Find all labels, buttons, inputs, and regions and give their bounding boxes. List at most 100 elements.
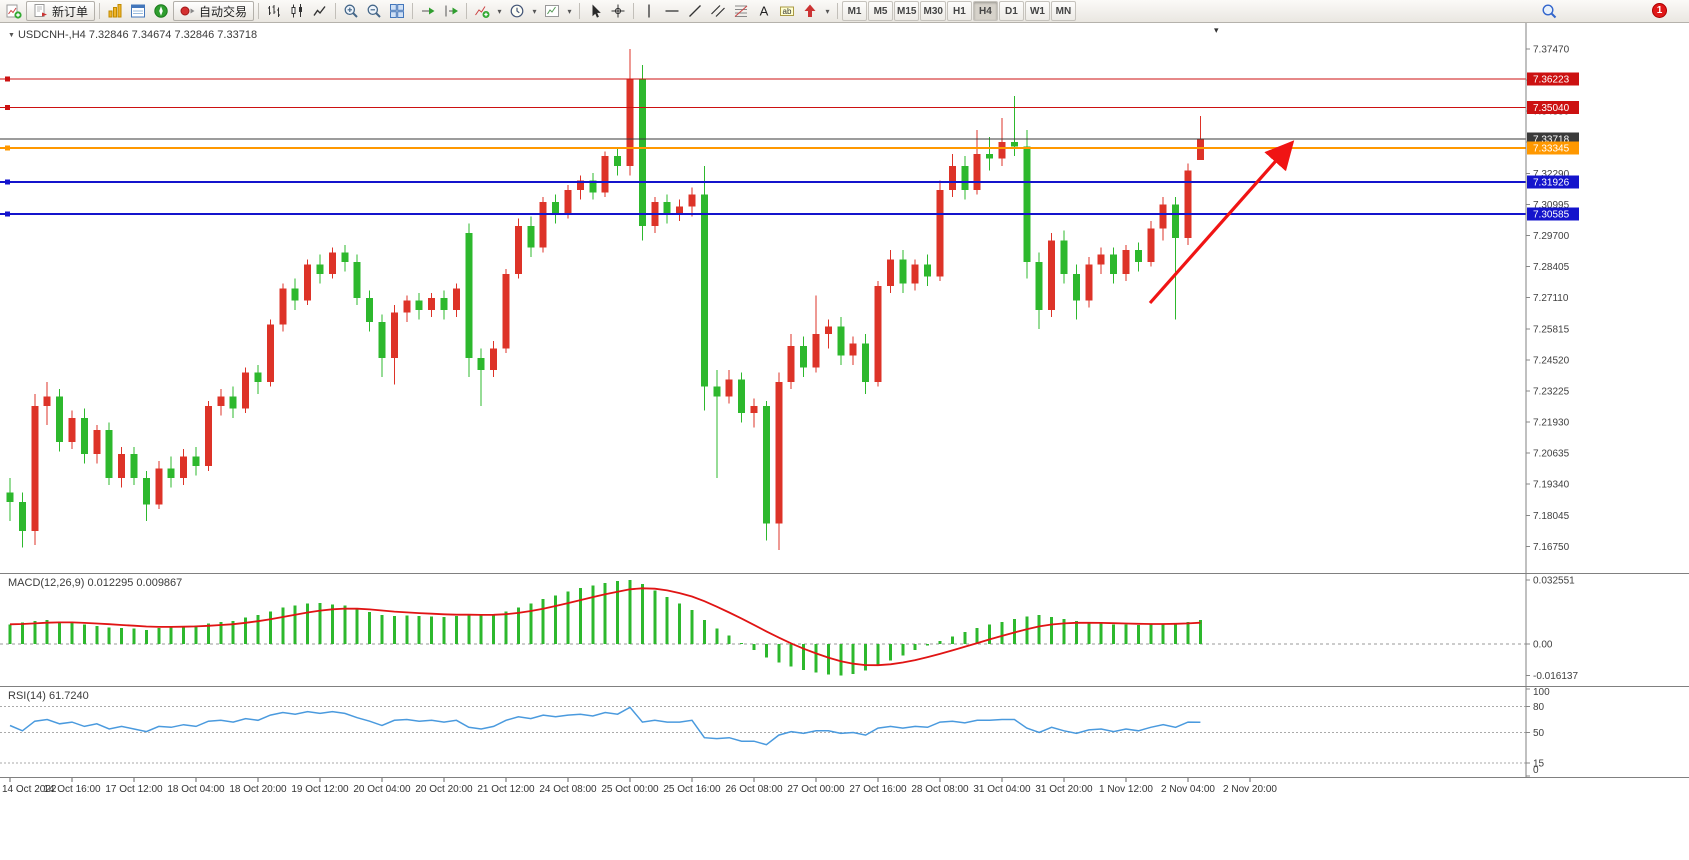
button-label: M5 — [873, 5, 888, 17]
toolbar-separator — [99, 3, 101, 19]
tf-h4-button[interactable]: H4 — [972, 1, 998, 21]
macd-signal-line — [9, 587, 1201, 667]
svg-text:2 Nov 20:00: 2 Nov 20:00 — [1223, 784, 1277, 795]
svg-text:100: 100 — [1533, 687, 1550, 698]
templates-dropdown[interactable]: ▾ — [567, 6, 572, 16]
text-tool-button[interactable]: A — [753, 1, 775, 21]
rsi-panel[interactable]: 100 80 50 150 — [0, 687, 1689, 778]
chart-menu-arrow-icon[interactable]: ▼ — [8, 32, 15, 39]
svg-text:ab: ab — [783, 7, 792, 16]
periods-icon — [509, 3, 525, 19]
periods-dropdown[interactable]: ▾ — [532, 6, 537, 16]
fibonacci-icon — [733, 3, 749, 19]
macd-panel[interactable]: 0.032551 0.00 -0.016137 — [0, 574, 1689, 687]
svg-text:7.25815: 7.25815 — [1533, 324, 1570, 335]
svg-text:7.30995: 7.30995 — [1533, 200, 1570, 211]
button-label: W1 — [1029, 5, 1045, 17]
horizontal-line[interactable] — [0, 179, 1526, 185]
svg-text:7.30585: 7.30585 — [1533, 210, 1570, 221]
tf-m5-button[interactable]: M5 — [868, 1, 894, 21]
tile-windows-button[interactable] — [386, 1, 408, 21]
channel-tool-button[interactable] — [707, 1, 729, 21]
svg-text:7.21930: 7.21930 — [1533, 418, 1570, 429]
symbol-search-icon[interactable] — [1541, 3, 1557, 24]
horizontal-line[interactable] — [0, 104, 1526, 110]
tf-h1-button[interactable]: H1 — [946, 1, 972, 21]
svg-text:7.28405: 7.28405 — [1533, 262, 1570, 273]
data-window-icon — [130, 3, 146, 19]
fibonacci-tool-button[interactable] — [730, 1, 752, 21]
zoom-in-button[interactable] — [340, 1, 362, 21]
arrows-tool-dropdown[interactable]: ▾ — [825, 6, 830, 16]
line-chart-mode-button[interactable] — [309, 1, 331, 21]
tf-d1-button[interactable]: D1 — [998, 1, 1024, 21]
crosshair-tool-button[interactable] — [607, 1, 629, 21]
svg-text:27 Oct 16:00: 27 Oct 16:00 — [849, 784, 907, 795]
arrows-tool-button[interactable] — [799, 1, 821, 21]
new-chart-button[interactable] — [3, 1, 25, 21]
tf-m1-button[interactable]: M1 — [842, 1, 868, 21]
toolbar-overflow-icon[interactable]: ▾ — [1214, 25, 1219, 35]
tf-m30-button[interactable]: M30 — [920, 1, 946, 21]
toolbar-separator — [837, 3, 839, 19]
svg-text:25 Oct 00:00: 25 Oct 00:00 — [601, 784, 659, 795]
data-window-button[interactable] — [127, 1, 149, 21]
horizontal-line[interactable] — [0, 76, 1526, 82]
horizontal-line[interactable] — [0, 211, 1526, 217]
periods-button[interactable] — [506, 1, 528, 21]
trendline-tool-button[interactable] — [684, 1, 706, 21]
svg-text:14 Oct 16:00: 14 Oct 16:00 — [43, 784, 101, 795]
tf-w1-button[interactable]: W1 — [1024, 1, 1050, 21]
channel-icon — [710, 3, 726, 19]
candles-series — [6, 48, 1204, 550]
candle-chart-mode-button[interactable] — [286, 1, 308, 21]
vline-icon — [641, 3, 657, 19]
svg-text:20 Oct 04:00: 20 Oct 04:00 — [353, 784, 411, 795]
cursor-tool-button[interactable] — [584, 1, 606, 21]
horizontal-line[interactable] — [0, 145, 1526, 151]
arrows-icon — [802, 3, 818, 19]
chart-shift-button[interactable] — [440, 1, 462, 21]
button-label: M30 — [923, 5, 943, 17]
svg-text:17 Oct 12:00: 17 Oct 12:00 — [105, 784, 163, 795]
macd-label: MACD(12,26,9) 0.012295 0.009867 — [8, 577, 183, 589]
button-label: 新订单 — [52, 4, 89, 19]
svg-text:7.27110: 7.27110 — [1533, 293, 1569, 304]
navigator-button[interactable] — [150, 1, 172, 21]
zoom-out-button[interactable] — [363, 1, 385, 21]
toolbar-separator — [466, 3, 468, 19]
indicators-icon — [474, 3, 490, 19]
line-chart-icon — [312, 3, 328, 19]
auto-scroll-button[interactable] — [417, 1, 439, 21]
chart-area: ▼ USDCNH-,H4 7.32846 7.34674 7.32846 7.33… — [0, 23, 1689, 860]
autotrading-icon — [180, 3, 196, 19]
horizontal-lines — [0, 76, 1526, 217]
trendline-icon — [687, 3, 703, 19]
text-label-tool-button[interactable]: ab — [776, 1, 798, 21]
indicators-button[interactable] — [471, 1, 493, 21]
svg-text:14 Oct 2022: 14 Oct 2022 — [2, 784, 57, 795]
notification-badge[interactable]: 1 — [1652, 3, 1667, 18]
vline-tool-button[interactable] — [638, 1, 660, 21]
market-watch-button[interactable] — [104, 1, 126, 21]
new-chart-icon — [6, 3, 22, 19]
svg-text:7.33345: 7.33345 — [1533, 143, 1570, 154]
templates-button[interactable] — [541, 1, 563, 21]
rsi-line — [9, 706, 1201, 746]
hline-icon — [664, 3, 680, 19]
price-chart-panel[interactable]: 7.374707.361757.348807.335857.322907.309… — [0, 23, 1689, 574]
new-order-button[interactable]: 新订单 — [26, 1, 96, 21]
trend-arrow[interactable] — [1148, 140, 1295, 305]
svg-text:7.36223: 7.36223 — [1533, 74, 1570, 85]
svg-text:20 Oct 20:00: 20 Oct 20:00 — [415, 784, 473, 795]
autotrading-button[interactable]: 自动交易 — [173, 1, 255, 21]
tf-mn-button[interactable]: MN — [1050, 1, 1076, 21]
svg-text:21 Oct 12:00: 21 Oct 12:00 — [477, 784, 535, 795]
hline-tool-button[interactable] — [661, 1, 683, 21]
svg-text:7.29700: 7.29700 — [1533, 231, 1570, 242]
bar-chart-mode-button[interactable] — [263, 1, 285, 21]
indicators-dropdown[interactable]: ▾ — [497, 6, 502, 16]
tf-m15-button[interactable]: M15 — [894, 1, 920, 21]
